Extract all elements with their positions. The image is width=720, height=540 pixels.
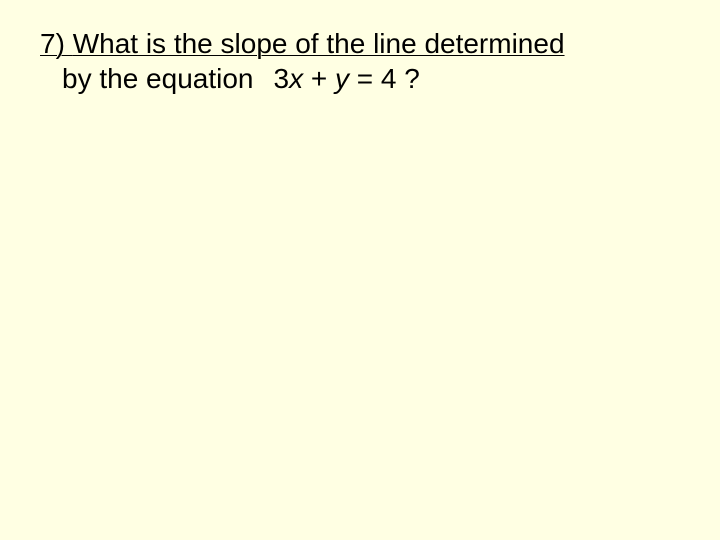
eq-var-y: y <box>335 63 349 94</box>
question-line-1: 7) What is the slope of the line determi… <box>40 26 680 61</box>
question-number: 7) <box>40 28 73 59</box>
question-line-1-text: What is the slope of the line determined <box>73 28 565 59</box>
eq-plus: + <box>303 63 335 94</box>
eq-rhs: = 4 ? <box>349 63 420 94</box>
question-text: 7) What is the slope of the line determi… <box>40 26 680 96</box>
slide-container: 7) What is the slope of the line determi… <box>0 0 720 540</box>
question-line-2-prefix: by the equation <box>62 63 254 94</box>
question-line-2: by the equation 3x + y = 4 ? <box>40 61 680 96</box>
eq-var-x: x <box>289 63 303 94</box>
eq-coef: 3 <box>274 63 290 94</box>
